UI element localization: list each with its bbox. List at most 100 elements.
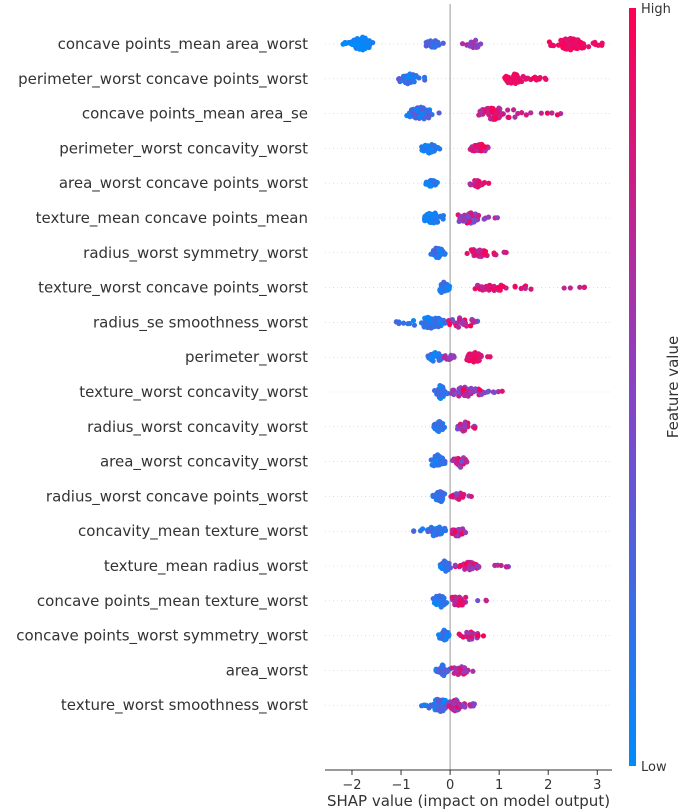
feature-label: concavity_mean texture_worst [78, 522, 308, 541]
shap-dot [464, 633, 470, 640]
shap-dot [528, 286, 534, 292]
shap-dot [435, 526, 441, 533]
shap-dot [429, 142, 435, 149]
shap-dot [462, 529, 469, 536]
shap-dot [421, 116, 427, 122]
shap-dot [511, 74, 517, 80]
shap-dot [475, 184, 481, 190]
shap-dot [410, 317, 417, 324]
shap-dot [439, 461, 446, 467]
shap-dot [442, 251, 448, 257]
shap-dot [512, 284, 518, 290]
shap-dot [426, 210, 432, 217]
shap-dot [446, 355, 453, 361]
shap-dot [461, 386, 467, 392]
shap-dot [493, 115, 499, 122]
colorbar [629, 8, 636, 766]
shap-dot [470, 668, 476, 674]
shap-dot [462, 217, 468, 223]
feature-label: area_worst [226, 661, 308, 680]
shap-dot [520, 73, 526, 80]
shap-dot [472, 425, 478, 431]
shap-dot [544, 110, 551, 116]
shap-dot [438, 708, 444, 714]
shap-dot [440, 40, 446, 46]
shap-dot [428, 251, 434, 257]
shap-dot [442, 704, 448, 711]
shap-dot [470, 319, 476, 325]
shap-dot [558, 37, 564, 44]
shap-dot [462, 704, 468, 710]
feature-label: texture_mean radius_worst [104, 557, 308, 576]
shap-dot [455, 324, 462, 330]
shap-dot [567, 285, 573, 291]
feature-label: texture_worst concavity_worst [79, 383, 308, 402]
shap-dot [574, 43, 581, 49]
shap-dot [435, 254, 441, 261]
shap-dot [455, 602, 462, 608]
shap-dot [528, 110, 534, 116]
shap-dot [436, 357, 442, 363]
shap-dot [407, 113, 414, 119]
feature-label: texture_worst smoothness_worst [61, 696, 308, 715]
shap-dot [430, 493, 437, 499]
shap-dot [459, 41, 466, 47]
x-tick-label: −1 [391, 778, 410, 793]
shap-dot [456, 496, 462, 502]
shap-dot [435, 598, 441, 604]
shap-dot [426, 705, 432, 711]
shap-dot [396, 75, 402, 82]
feature-label: texture_mean concave points_mean [36, 209, 308, 228]
shap-dot [423, 179, 429, 185]
shap-dot [476, 357, 482, 364]
x-tick-label: 2 [544, 778, 552, 793]
shap-dot [456, 631, 462, 637]
shap-dot [483, 597, 489, 603]
shap-dot [503, 564, 510, 570]
shap-dot [519, 110, 525, 116]
shap-dot [443, 284, 450, 290]
shap-dot [438, 665, 444, 671]
shap-dot [428, 354, 435, 361]
shap-dot [436, 247, 442, 253]
shap-dot [515, 110, 521, 117]
shap-dot [433, 702, 440, 708]
shap-dot [475, 143, 482, 149]
shap-dot [425, 113, 432, 119]
feature-label: radius_worst symmetry_worst [83, 244, 308, 263]
x-tick-label: −2 [342, 778, 361, 793]
shap-dot [442, 636, 449, 642]
shap-dot [416, 114, 422, 120]
shap-dot [477, 387, 483, 393]
shap-dot [404, 75, 410, 81]
colorbar-high-label: High [641, 2, 671, 17]
shap-dot [590, 40, 596, 46]
shap-dot [432, 44, 438, 50]
shap-dot [431, 530, 437, 537]
shap-dot [461, 665, 468, 671]
shap-dot [443, 567, 450, 573]
shap-dot [467, 702, 473, 708]
shap-dot [411, 74, 417, 80]
feature-labels: concave points_mean area_worst perimeter_… [16, 35, 308, 715]
shap-dot [452, 529, 458, 535]
dots-layer [340, 34, 605, 715]
shap-dot [432, 219, 438, 225]
shap-dot [425, 528, 431, 535]
feature-label: concave points_mean texture_worst [37, 592, 308, 611]
shap-dot [441, 354, 447, 360]
shap-dot [409, 108, 415, 114]
shap-dot [475, 248, 481, 254]
shap-dot [468, 493, 474, 500]
shap-dot [432, 317, 438, 323]
shap-dot [465, 355, 471, 361]
shap-dot [432, 421, 438, 427]
shap-dot [512, 114, 518, 120]
shap-dot [467, 181, 473, 187]
x-tick-label: 3 [593, 778, 601, 793]
feature-label: radius_se smoothness_worst [93, 313, 308, 332]
feature-label: area_worst concave points_worst [59, 174, 308, 193]
feature-label: concave points_worst symmetry_worst [16, 627, 308, 646]
shap-dot [451, 670, 457, 676]
shap-dot [463, 594, 469, 600]
